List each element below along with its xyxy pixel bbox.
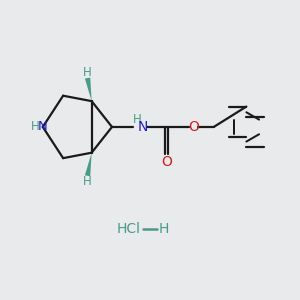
Text: HCl: HCl bbox=[116, 222, 140, 236]
Polygon shape bbox=[85, 78, 92, 101]
Text: H: H bbox=[82, 175, 91, 188]
Text: O: O bbox=[161, 155, 172, 169]
Text: H: H bbox=[158, 222, 169, 236]
Text: H: H bbox=[32, 120, 40, 134]
Text: N: N bbox=[38, 120, 48, 134]
Text: H: H bbox=[82, 66, 91, 79]
Text: O: O bbox=[188, 120, 199, 134]
Text: N: N bbox=[138, 120, 148, 134]
Polygon shape bbox=[85, 153, 92, 176]
Text: H: H bbox=[133, 113, 141, 126]
